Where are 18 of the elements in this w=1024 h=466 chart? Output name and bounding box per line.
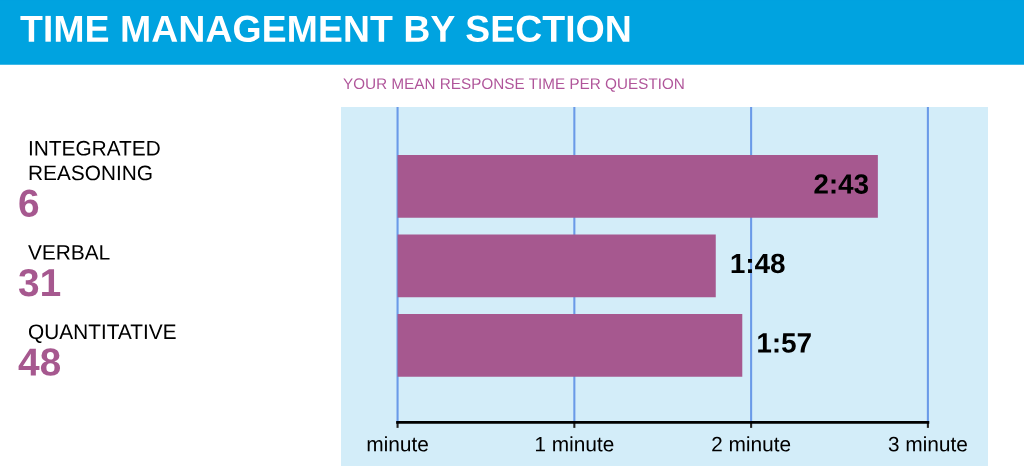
x-tick-label: 2 minute — [712, 436, 791, 452]
y-tick-label: QUANTITATIVE — [28, 324, 176, 343]
data-label: 2:43 — [814, 174, 869, 194]
chart-title: TIME MANAGEMENT BY SECTION — [20, 15, 630, 43]
x-tick-label: 1 minute — [535, 436, 614, 452]
data-label: 1:48 — [731, 253, 785, 274]
y-tick-label: VERBAL — [28, 245, 110, 260]
text: 6 — [19, 189, 39, 217]
bar — [397, 313, 743, 377]
bar — [397, 234, 716, 298]
chart-subtitle: YOUR MEAN RESPONSE TIME PER QUESTION — [343, 78, 684, 92]
text: 48 — [18, 348, 61, 376]
y-tick-label: INTEGRATED REASONING — [29, 140, 160, 181]
x-tick-label: minute — [367, 436, 428, 452]
bar — [397, 155, 878, 218]
x-tick-label: 3 minute — [888, 436, 967, 452]
text: 31 — [18, 268, 61, 297]
data-label: 1:57 — [758, 333, 811, 353]
